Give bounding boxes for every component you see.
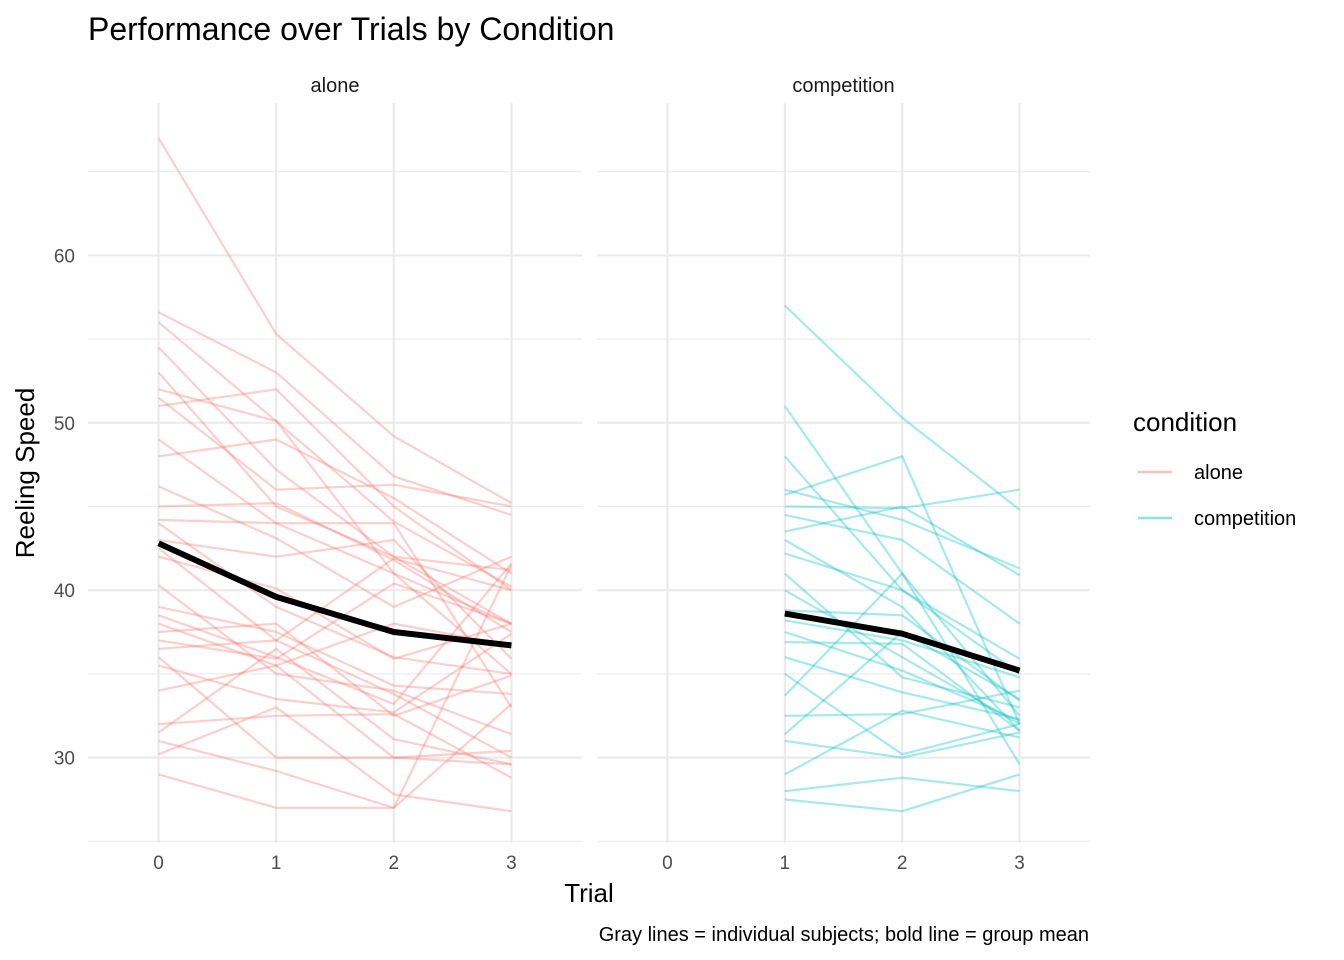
subject-line [158,485,512,609]
subject-line [158,562,513,706]
x-tick-label: 0 [153,853,164,874]
subject-line [158,311,512,516]
subject-line [157,656,512,766]
chart-caption: Gray lines = individual subjects; bold l… [599,924,1089,946]
subject-line [784,641,1021,732]
subject-line [157,321,512,588]
subject-line [784,773,1020,813]
subject-line [784,572,1020,709]
facet-panel-competition: competition 0 1 2 3 [597,75,1090,874]
subject-line [784,619,1020,679]
x-tick-label: 1 [271,853,282,874]
subject-line [784,731,1020,759]
subject-line [158,388,513,592]
y-tick-label: 40 [54,581,75,602]
subject-line [158,518,513,708]
y-tick-label: 60 [54,246,75,267]
chart-title: Performance over Trials by Condition [88,11,614,47]
subject-line [784,455,1021,725]
subject-line [784,709,1020,776]
facet-panels: alone 0 1 2 3 30 40 50 60 competition 0 1 2 3 [54,75,1090,874]
legend: condition alone competition [1133,407,1296,530]
subject-line [157,584,512,736]
x-tick-label: 0 [662,853,673,874]
group-mean-line [784,610,1021,674]
facet-panel-alone: alone 0 1 2 3 30 40 50 60 [54,75,582,874]
group-mean-line [157,540,512,649]
legend-label-alone: alone [1194,462,1243,484]
subject-line [157,438,512,625]
subject-line [158,538,513,660]
subject-line [158,582,512,660]
subject-line [158,622,512,717]
subject-line [158,664,512,759]
subject-line [784,488,1021,570]
facet-strip-label: competition [792,75,894,97]
legend-title: condition [1133,407,1237,437]
subject-line [158,438,512,575]
subject-line [784,589,1021,726]
x-tick-label: 2 [897,853,908,874]
subject-line [784,488,1020,510]
subject-line [784,689,1020,717]
subject-line [783,405,1021,717]
x-tick-label: 1 [780,853,791,874]
x-axis-title: Trial [564,878,614,908]
subject-line [157,647,512,766]
subject-line [784,609,1021,702]
subject-line [158,703,513,809]
subject-line [784,304,1021,511]
subject-line [784,656,1020,721]
subject-line [158,712,512,779]
subject-line [158,564,513,809]
x-tick-label: 2 [389,853,400,874]
legend-label-competition: competition [1194,508,1296,530]
y-tick-label: 50 [54,414,75,435]
subject-line [157,396,512,508]
subject-line [784,776,1020,793]
facet-strip-label: alone [311,75,360,97]
subject-line [784,552,1021,675]
subject-line [158,388,513,675]
subject-line [158,605,512,696]
subject-line [783,455,1021,660]
subject-line [158,639,512,759]
subject-line [158,502,512,633]
subject-line [157,522,512,675]
subject-line [157,137,512,505]
subject-line [784,572,1021,765]
subject-line [784,630,1021,722]
y-axis-title: Reeling Speed [10,388,40,559]
x-tick-label: 3 [506,853,517,874]
subject-line [158,632,513,714]
subject-line [158,706,512,813]
y-tick-label: 30 [54,749,75,770]
x-tick-label: 3 [1014,853,1025,874]
subject-line [157,346,512,625]
subject-line [157,371,512,572]
subject-line [158,622,512,667]
subject-line [784,505,1021,577]
subject-line [784,513,1021,625]
subject-line [157,547,512,642]
subject-line [784,539,1021,732]
subject-line [784,672,1020,756]
